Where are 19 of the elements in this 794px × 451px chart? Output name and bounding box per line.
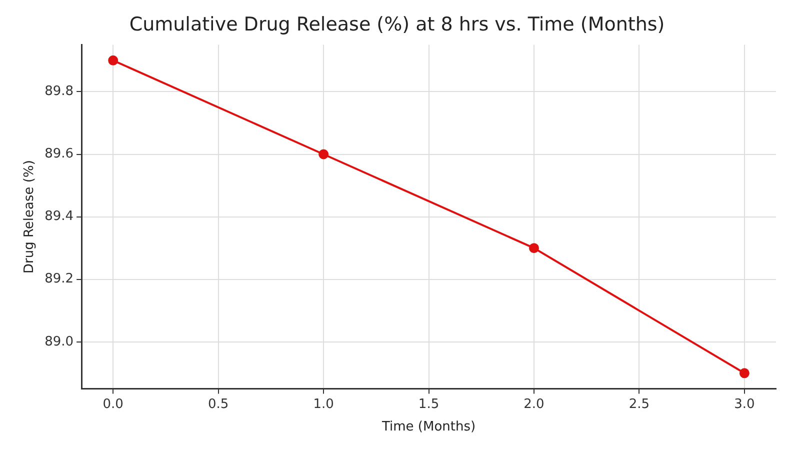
y-axis-title: Drug Release (%): [22, 160, 38, 274]
point: [739, 368, 750, 378]
x-tick-label: 1.0: [313, 396, 334, 412]
point: [318, 149, 329, 160]
point: [528, 243, 539, 254]
x-tick-label: 2.0: [524, 396, 544, 412]
y-tick-label: 89.8: [44, 84, 74, 100]
y-tick-label: 89.4: [44, 209, 74, 224]
point: [108, 55, 118, 66]
x-tick-label: 0.0: [102, 396, 124, 412]
y-tick-label: 89.2: [44, 272, 74, 287]
x-tick-label: 3.0: [734, 396, 755, 412]
y-tick-label: 89.0: [44, 334, 74, 350]
chart-title: Cumulative Drug Release (%) at 8 hrs vs. Time (Months): [129, 13, 665, 36]
x-tick-label: 0.5: [208, 396, 229, 412]
y-tick-label: 89.6: [44, 146, 74, 162]
x-axis-title: Time (Months): [380, 420, 476, 435]
x-tick-label: 1.5: [418, 396, 440, 412]
x-tick-label: 2.5: [628, 396, 650, 412]
